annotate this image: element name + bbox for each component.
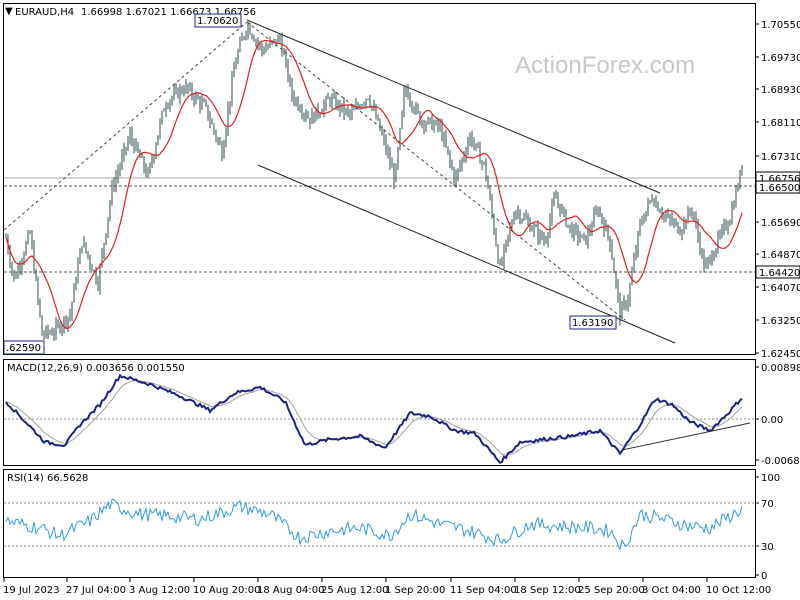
time-axis: 19 Jul 2023 27 Jul 04:00 3 Aug 12:00 10 …: [3, 578, 771, 596]
price-tick: 1.68930: [761, 85, 800, 96]
dashed-down-trendline: [246, 21, 626, 321]
macd-signal-line: [5, 380, 743, 456]
macd-tick: -0.006815: [761, 456, 800, 467]
level-low-tag: 1.64420: [755, 265, 800, 279]
watermark: ActionForex.com: [515, 52, 695, 79]
price-tick: 1.69730: [761, 53, 800, 64]
svg-text:1.63190: 1.63190: [572, 318, 613, 329]
dashed-up-trendline: [3, 21, 248, 231]
rsi-tick: 0: [761, 571, 767, 582]
price-tick: 1.64070: [761, 283, 800, 294]
price-tick: 1.64870: [761, 250, 800, 261]
candlestick-series: [5, 21, 743, 342]
price-axis: 1.70550 1.69730 1.68930 1.68110 1.67310 …: [755, 20, 800, 360]
rsi-line: [5, 498, 743, 551]
rsi-axis: 100 70 30 0: [755, 473, 780, 582]
chart-symbol: EURAUD,H4: [15, 7, 74, 18]
rsi-tick: 70: [761, 499, 774, 510]
macd-label: MACD(12,26,9) 0.003656 0.001550: [7, 363, 185, 374]
channel-upper-line: [246, 19, 661, 194]
price-tick: 1.65690: [761, 218, 800, 229]
rsi-label: RSI(14) 66.5628: [7, 473, 88, 484]
time-tick: 10 Oct 12:00: [706, 585, 771, 596]
rsi-panel-frame: [3, 469, 756, 578]
macd-panel-frame: [3, 359, 756, 466]
time-tick: 25 Sep 20:00: [578, 585, 645, 596]
macd-divergence-line: [621, 422, 751, 451]
price-tick: 1.63250: [761, 316, 800, 327]
time-tick: 25 Aug 12:00: [321, 585, 388, 596]
macd-axis: 0.008986 0.00 -0.006815: [755, 363, 800, 467]
channel-lower-line: [257, 164, 676, 344]
moving-average-line: [5, 39, 743, 330]
svg-text:1.66500: 1.66500: [759, 183, 800, 194]
time-tick: 11 Sep 04:00: [450, 585, 517, 596]
svg-text:1.70620: 1.70620: [197, 16, 238, 27]
price-tick: 1.68110: [761, 118, 800, 129]
time-tick: 18 Aug 04:00: [257, 585, 324, 596]
time-tick: 27 Jul 04:00: [66, 585, 126, 596]
rsi-tick: 100: [761, 473, 780, 484]
time-tick: 3 Aug 12:00: [129, 585, 190, 596]
price-tick: 1.62450: [761, 349, 800, 360]
level-high-tag: 1.66500: [755, 180, 800, 194]
rsi-tick: 30: [761, 542, 774, 553]
time-tick: 10 Aug 20:00: [193, 585, 260, 596]
trough-annotation: 1.63190: [569, 315, 617, 330]
time-tick: 1 Sep 20:00: [385, 585, 445, 596]
peak-annotation: 1.70620: [194, 13, 242, 28]
macd-tick: 0.008986: [761, 363, 800, 374]
time-tick: 3 Oct 04:00: [642, 585, 701, 596]
svg-text:1.64420: 1.64420: [759, 268, 800, 279]
start-low-annotation: .62590: [3, 340, 45, 355]
chart-ohlc: 1.66998 1.67021 1.66673 1.66756: [81, 7, 256, 18]
price-tick: 1.67310: [761, 152, 800, 163]
macd-tick: 0.00: [761, 415, 783, 426]
macd-main-line: [5, 373, 743, 465]
price-tick: 1.70550: [761, 20, 800, 31]
svg-text:.62590: .62590: [6, 343, 41, 354]
time-tick: 18 Sep 12:00: [514, 585, 581, 596]
chart-header-arrow: ▼: [5, 6, 13, 17]
time-tick: 19 Jul 2023: [3, 585, 60, 596]
svg-text:1.66756: 1.66756: [759, 174, 800, 185]
